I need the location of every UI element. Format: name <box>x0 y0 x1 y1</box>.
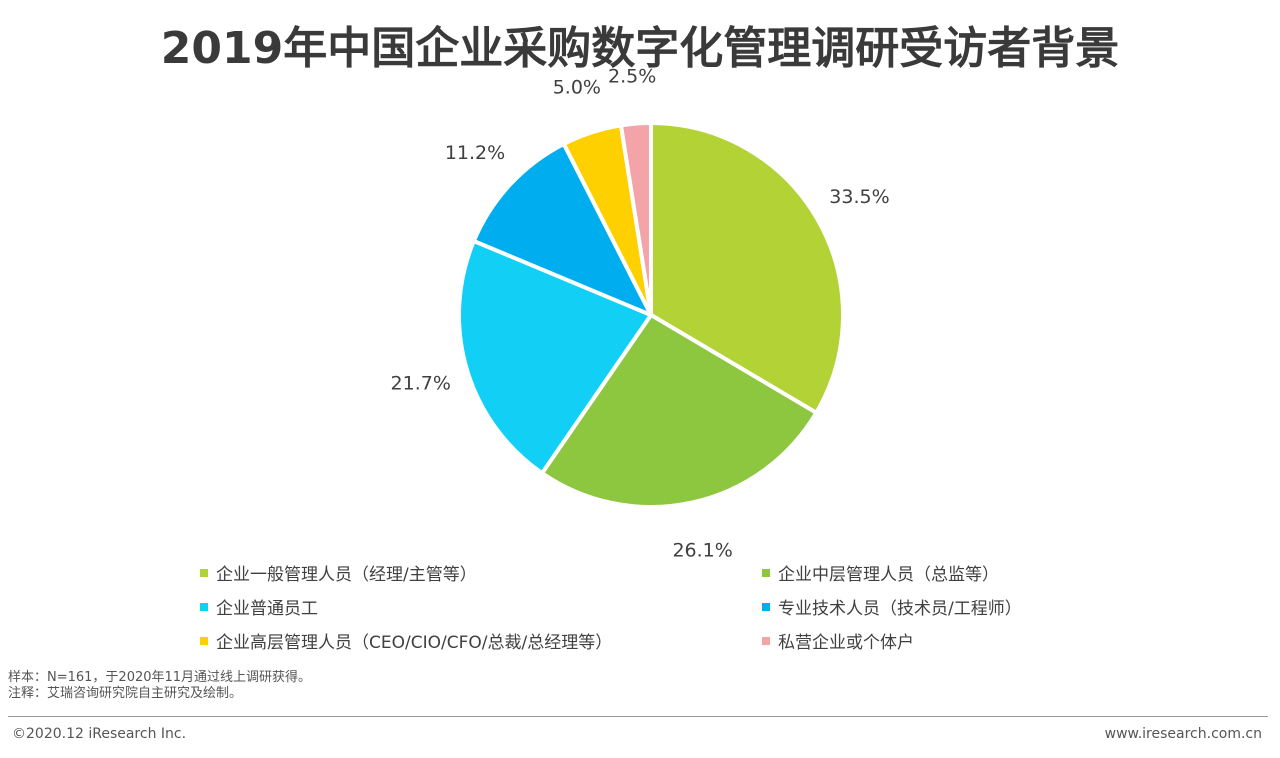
legend-label: 企业普通员工 <box>216 599 318 619</box>
copyright: ©2020.12 iResearch Inc. <box>12 726 187 742</box>
legend-swatch <box>200 602 208 611</box>
website-link[interactable]: www.iresearch.com.cn <box>1104 726 1262 742</box>
slice-value-label: 33.5% <box>829 186 889 208</box>
legend-label: 专业技术人员（技术员/工程师） <box>778 599 1022 619</box>
legend-swatch <box>200 568 208 577</box>
legend-swatch <box>762 568 770 577</box>
legend-item: 企业中层管理人员（总监等） <box>762 560 999 585</box>
legend-label: 企业中层管理人员（总监等） <box>778 565 999 585</box>
slice-value-label: 26.1% <box>672 539 732 560</box>
legend-swatch <box>200 636 208 645</box>
pie-slice <box>471 141 653 317</box>
pie-slice <box>649 121 845 415</box>
pie-slice <box>618 121 653 317</box>
legend-item: 企业高层管理人员（CEO/CIO/CFO/总裁/总经理等） <box>200 628 612 653</box>
pie-slice <box>457 238 653 476</box>
pie-slice <box>540 313 819 509</box>
legend-item: 企业一般管理人员（经理/主管等） <box>200 560 477 585</box>
footnotes: 样本：N=161，于2020年11月通过线上调研获得。 注释：艾瑞咨询研究院自主… <box>8 670 311 702</box>
legend-item: 企业普通员工 <box>200 594 318 619</box>
slice-value-label: 11.2% <box>445 142 505 164</box>
sample-note: 样本：N=161，于2020年11月通过线上调研获得。 <box>8 670 312 685</box>
slice-value-label: 21.7% <box>391 373 451 395</box>
source-note: 注释：艾瑞咨询研究院自主研究及绘制。 <box>8 686 243 701</box>
legend-label: 企业高层管理人员（CEO/CIO/CFO/总裁/总经理等） <box>216 633 613 653</box>
legend-label: 企业一般管理人员（经理/主管等） <box>216 565 477 585</box>
legend-label: 私营企业或个体户 <box>778 633 914 653</box>
legend-swatch <box>762 636 770 645</box>
legend-swatch <box>762 602 770 611</box>
chart-title: 2019年中国企业采购数字化管理调研受访者背景 <box>160 23 1120 74</box>
legend-item: 私营企业或个体户 <box>762 628 914 653</box>
slice-value-label: 2.5% <box>608 66 656 88</box>
slice-value-label: 5.0% <box>553 77 601 99</box>
footer-divider <box>8 716 1268 717</box>
legend-item: 专业技术人员（技术员/工程师） <box>762 594 1022 619</box>
pie-chart: 33.5% 26.1% 21.7% 11.2% 5.0% 2.5% <box>391 66 890 560</box>
